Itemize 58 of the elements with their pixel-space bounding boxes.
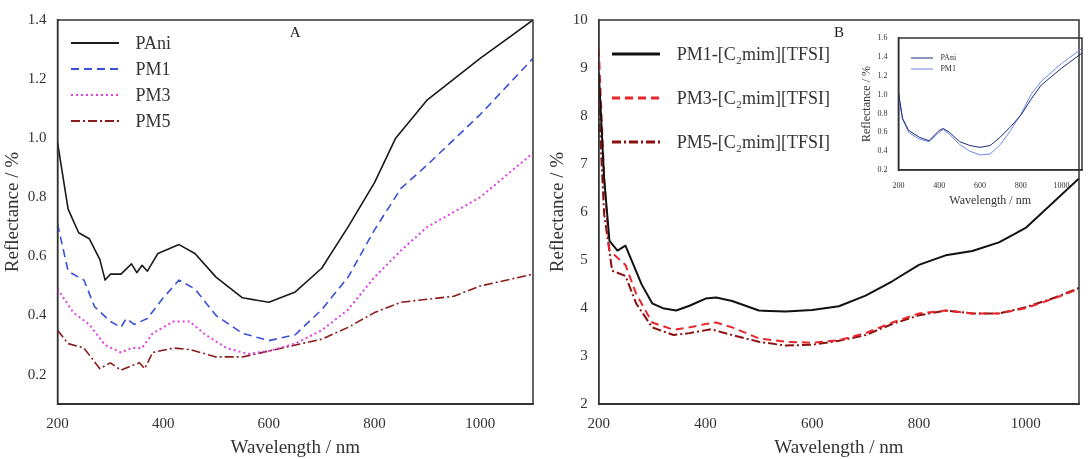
y-tick-label: 5	[580, 251, 588, 268]
y-tick-label: 1.4	[27, 10, 48, 27]
y-axis-title: Reflectance / %	[859, 66, 874, 142]
x-tick-label: 400	[151, 415, 175, 432]
legend-label: PM1	[135, 58, 171, 81]
y-tick-label: 8	[580, 106, 588, 123]
y-tick-label: 1.0	[877, 89, 888, 99]
y-tick-label: 0.6	[877, 127, 888, 137]
line-series	[57, 273, 533, 372]
y-tick-label: 3	[580, 347, 588, 364]
y-tick-label: 2	[580, 395, 588, 412]
x-tick-label: 600	[974, 180, 986, 190]
legend-label: PM5	[135, 110, 171, 133]
x-tick-label: 200	[892, 180, 905, 190]
y-tick-label: 6	[580, 203, 589, 220]
legend-label: PM3-[C₂mim][TFSI]	[676, 87, 831, 110]
y-tick-label: 1.4	[877, 51, 888, 61]
chart-title: A	[289, 24, 301, 41]
x-tick-label: 800	[363, 415, 386, 432]
legend-label: PAni	[940, 52, 957, 63]
y-tick-label: 0.6	[27, 247, 48, 264]
y-axis-title: Reflectance / %	[546, 151, 568, 273]
y-tick-label: 0.8	[27, 188, 47, 205]
y-tick-label: 9	[580, 58, 588, 75]
legend-label: PM3	[135, 84, 171, 107]
x-axis-title: Wavelength / nm	[230, 435, 361, 457]
y-tick-label: 4	[580, 299, 589, 316]
legend-label: PM5-[C₂mim][TFSI]	[676, 131, 831, 154]
x-tick-label: 1000	[1053, 180, 1070, 190]
x-axis-title: Wavelength / nm	[774, 435, 904, 457]
x-tick-label: 600	[257, 415, 281, 432]
y-tick-label: 1.6	[877, 33, 888, 43]
line-series	[57, 57, 533, 342]
chart-title: B	[833, 24, 844, 41]
x-tick-label: 400	[694, 415, 717, 432]
y-tick-label: 0.8	[877, 108, 888, 118]
legend-label: PM1	[940, 63, 956, 74]
y-tick-label: 7	[580, 155, 589, 172]
x-tick-label: 800	[1014, 180, 1027, 190]
y-tick-label: 10	[572, 10, 588, 27]
y-tick-label: 0.2	[877, 165, 888, 175]
y-tick-label: 1.2	[877, 70, 888, 80]
legend-label: PM1-[C₂mim][TFSI]	[676, 43, 831, 66]
x-tick-label: 1000	[1010, 415, 1041, 432]
y-tick-label: 0.4	[27, 306, 48, 323]
x-tick-label: 600	[800, 415, 824, 432]
x-tick-label: 200	[587, 415, 611, 432]
y-tick-label: 0.4	[877, 146, 888, 156]
x-tick-label: 400	[933, 180, 946, 190]
y-tick-label: 1.0	[27, 129, 47, 146]
x-tick-label: 1000	[465, 415, 496, 432]
legend-label: PAni	[135, 32, 171, 55]
y-tick-label: 0.2	[27, 365, 47, 382]
y-axis-title: Reflectance / %	[1, 151, 23, 273]
y-tick-label: 1.2	[27, 70, 47, 87]
x-tick-label: 200	[46, 415, 69, 432]
x-axis-title: Wavelength / nm	[949, 192, 1032, 207]
x-tick-label: 800	[907, 415, 931, 432]
